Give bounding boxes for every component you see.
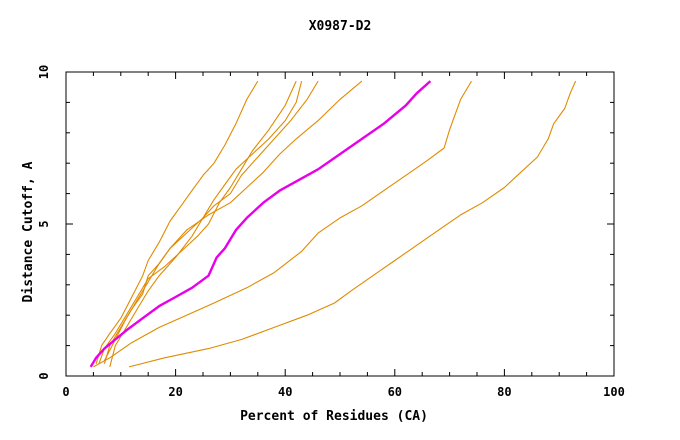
model-series-line: [98, 80, 297, 364]
y-tick-label: 5: [37, 220, 51, 227]
chart-title: X0987-D2: [309, 19, 372, 34]
x-tick-label: 20: [168, 385, 182, 399]
x-tick-label: 80: [497, 385, 511, 399]
plot-frame: [65, 71, 615, 377]
x-axis-label: Percent of Residues (CA): [240, 409, 428, 424]
highlight-series-line: [89, 80, 432, 368]
x-tick-label: 0: [62, 385, 69, 399]
y-tick-label: 10: [37, 65, 51, 79]
x-tick-label: 40: [278, 385, 292, 399]
model-series-line: [95, 80, 259, 364]
x-tick-label: 100: [603, 385, 625, 399]
x-axis-ticks: 0 20 40 60 80 100: [62, 72, 625, 399]
y-axis-label: Distance Cutoff, A: [21, 161, 36, 302]
y-tick-label: 0: [37, 372, 51, 379]
x-tick-label: 60: [388, 385, 402, 399]
model-series-line: [103, 80, 363, 362]
y-axis-ticks: 0 5 10: [37, 65, 614, 380]
model-series-line: [128, 80, 577, 368]
model-series-line: [109, 80, 303, 368]
model-series-line: [93, 80, 472, 368]
plot-lines: [89, 80, 577, 368]
